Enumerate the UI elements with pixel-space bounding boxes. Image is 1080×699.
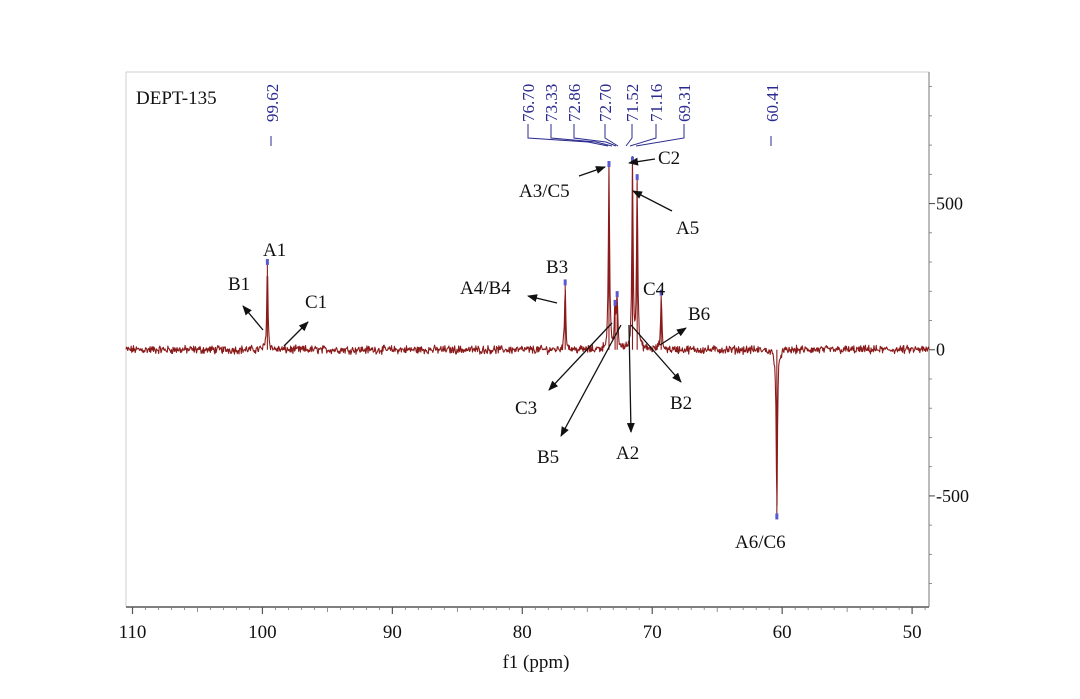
annotation-C1: C1 bbox=[305, 292, 327, 313]
arrow-C1 bbox=[283, 321, 309, 347]
annotation-B3: B3 bbox=[546, 257, 568, 278]
annotation-C3: C3 bbox=[515, 398, 537, 419]
annotation-arrows bbox=[242, 157, 687, 437]
peak-label-60-41: 60.41 bbox=[763, 84, 782, 122]
peak-apex-marker bbox=[607, 161, 611, 168]
annotation-B6: B6 bbox=[688, 304, 710, 325]
peak-apex-marker bbox=[659, 289, 663, 296]
y-tick-label: 0 bbox=[936, 340, 945, 360]
peak-apex-marker bbox=[635, 174, 639, 181]
arrow-B5 bbox=[560, 324, 622, 437]
x-tick-label: 60 bbox=[773, 622, 792, 643]
annotations: A1 B1 C1 A4/B4 B3 A3/C5 C2 A5 C4 B6 C3 B… bbox=[228, 148, 786, 553]
annotation-A3-C5: A3/C5 bbox=[519, 181, 570, 202]
y-axis-ticks: 500 0 -500 bbox=[929, 86, 969, 585]
chart-title: DEPT-135 bbox=[136, 88, 217, 109]
arrow-B1 bbox=[242, 305, 264, 331]
peak-label-72-70: 72.70 bbox=[596, 84, 615, 122]
arrow-C3 bbox=[548, 322, 613, 391]
annotation-C2: C2 bbox=[658, 148, 680, 169]
peak-apex-marker bbox=[563, 279, 567, 286]
peak-label-69-31: 69.31 bbox=[675, 84, 694, 122]
peak-label-leaders bbox=[270, 124, 772, 147]
x-tick-label: 110 bbox=[119, 622, 147, 643]
y-tick-label: -500 bbox=[936, 486, 969, 506]
peak-markers bbox=[265, 156, 779, 520]
peak-apex-marker bbox=[613, 299, 617, 306]
x-axis-label: f1 (ppm) bbox=[502, 652, 569, 673]
annotation-A2: A2 bbox=[616, 443, 639, 464]
annotation-B5: B5 bbox=[537, 447, 559, 468]
x-tick-label: 50 bbox=[903, 622, 922, 643]
annotation-A5: A5 bbox=[676, 218, 699, 239]
x-tick-label: 70 bbox=[643, 622, 662, 643]
y-tick-label: 500 bbox=[936, 194, 963, 214]
peak-apex-marker bbox=[265, 258, 269, 265]
arrow-A3-C5 bbox=[578, 166, 606, 177]
peak-label-99-62: 99.62 bbox=[263, 84, 282, 122]
peak-apex-marker bbox=[615, 291, 619, 298]
annotation-A6-C6: A6/C6 bbox=[735, 532, 786, 553]
annotation-B2: B2 bbox=[670, 393, 692, 414]
arrow-A2 bbox=[626, 324, 635, 433]
peak-labels: 99.62 76.70 73.33 72.86 72.70 71.52 71.1… bbox=[263, 84, 782, 122]
arrow-A4-B4 bbox=[527, 294, 558, 304]
annotation-A4-B4: A4/B4 bbox=[460, 278, 511, 299]
x-axis-ticks: 110 100 90 80 70 60 50 bbox=[119, 607, 926, 643]
annotation-C4: C4 bbox=[643, 279, 666, 300]
annotation-B1: B1 bbox=[228, 274, 250, 295]
x-tick-label: 100 bbox=[248, 622, 277, 643]
arrow-B2 bbox=[630, 324, 682, 383]
x-tick-label: 80 bbox=[513, 622, 532, 643]
peak-label-76-70: 76.70 bbox=[519, 84, 538, 122]
peak-label-73-33: 73.33 bbox=[542, 84, 561, 122]
peak-label-72-86: 72.86 bbox=[565, 84, 584, 122]
arrow-B6 bbox=[659, 327, 687, 346]
peak-label-71-16: 71.16 bbox=[647, 84, 666, 122]
peak-label-71-52: 71.52 bbox=[623, 84, 642, 122]
spectrum-trace bbox=[125, 156, 930, 514]
peak-apex-marker bbox=[775, 513, 779, 520]
arrow-C2 bbox=[628, 157, 656, 166]
annotation-A1: A1 bbox=[263, 240, 286, 261]
arrow-A5 bbox=[632, 190, 673, 212]
x-tick-label: 90 bbox=[383, 622, 402, 643]
